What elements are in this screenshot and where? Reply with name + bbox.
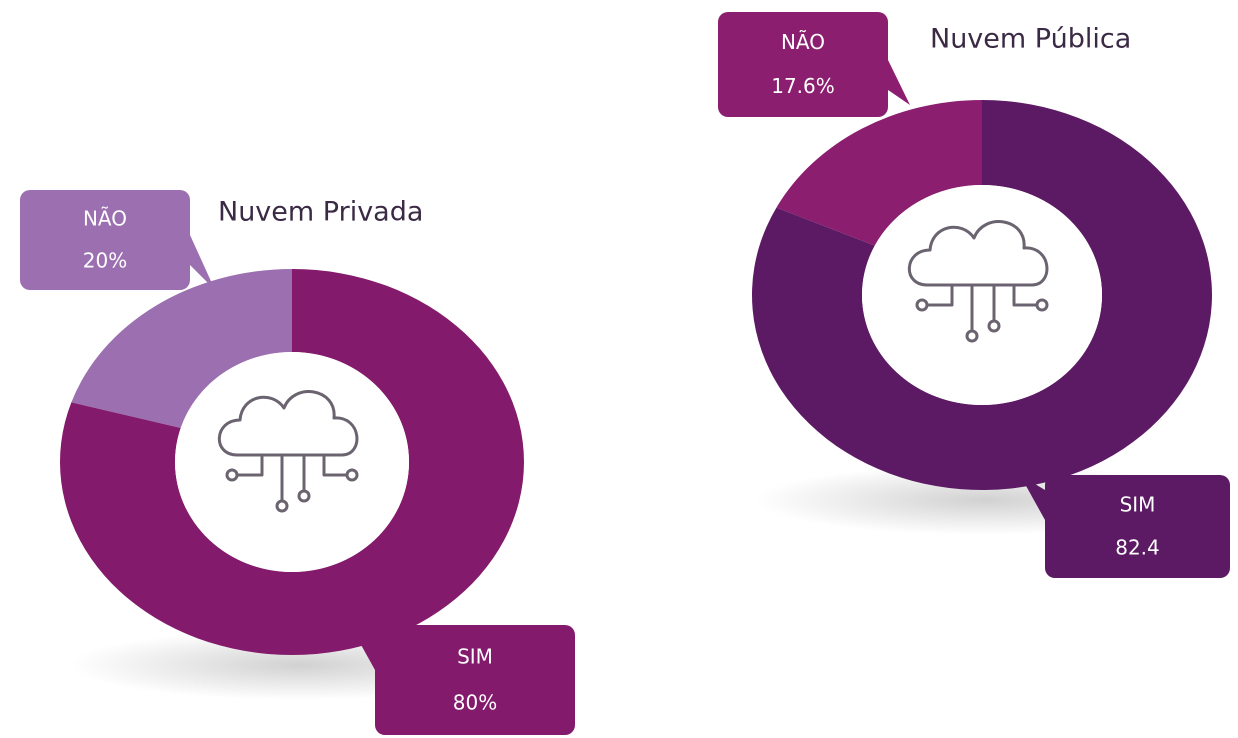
category-label: SIM xyxy=(1120,492,1156,516)
chart-title: Nuvem Pública xyxy=(930,24,1131,55)
value-label: 82.4 xyxy=(1115,536,1160,560)
cloud-icon xyxy=(907,220,1049,343)
value-label: 20% xyxy=(83,249,127,273)
chart-title: Nuvem Privada xyxy=(218,197,423,228)
value-label: 80% xyxy=(453,691,497,715)
donut-segment xyxy=(752,100,1213,490)
value-label: 17.6% xyxy=(771,74,835,98)
category-label: NÃO xyxy=(83,207,127,231)
donut-hole xyxy=(175,352,409,572)
callout-box xyxy=(375,625,575,735)
donut-segment xyxy=(71,269,292,429)
callout-pointer xyxy=(1020,475,1045,520)
donuts xyxy=(59,100,1213,655)
callout-pointer xyxy=(888,60,910,105)
callout-pointer xyxy=(350,625,375,670)
donut-segment xyxy=(59,269,524,655)
callout-pointer xyxy=(190,235,215,290)
donut-segment xyxy=(776,100,982,246)
category-label: SIM xyxy=(457,645,493,669)
callout-box xyxy=(718,12,888,117)
callout-box xyxy=(20,190,190,290)
donut-hole xyxy=(862,185,1102,405)
category-label: NÃO xyxy=(781,30,825,54)
callout-box xyxy=(1045,475,1230,578)
cloud-icon xyxy=(217,390,359,513)
